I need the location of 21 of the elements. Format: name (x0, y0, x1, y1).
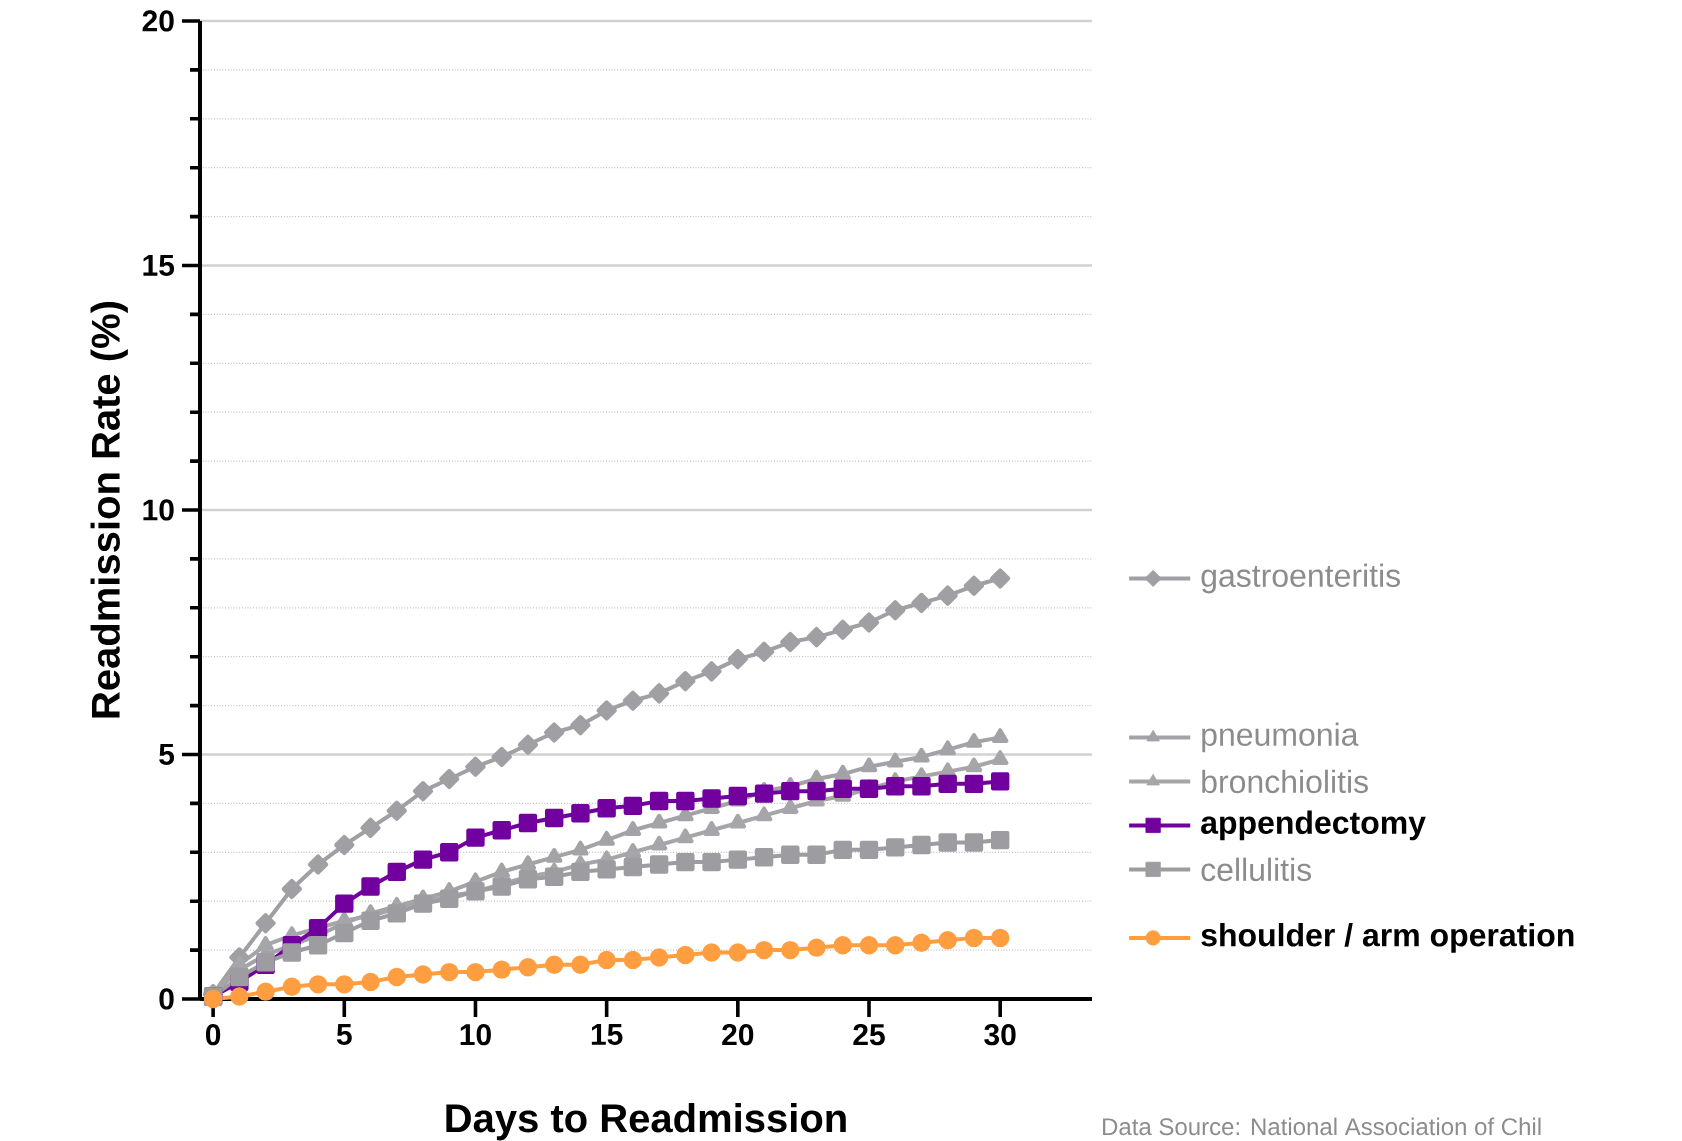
x-tick-label: 30 (984, 1024, 1016, 1046)
legend-label: appendectomy (1201, 810, 1426, 841)
legend-label: shoulder / arm operation (1201, 922, 1574, 953)
x-tick-label: 15 (591, 1024, 623, 1045)
x-tick-label: 20 (722, 1024, 754, 1046)
y-axis-title: Readmission Rate (%) (90, 302, 128, 718)
y-tick-label: 15 (143, 255, 175, 276)
x-axis-title: Days to Readmission (446, 1103, 846, 1141)
legend-label: gastroenteritis (1201, 563, 1400, 594)
x-tick-label: 0 (205, 1024, 221, 1046)
y-tick-label: 5 (159, 744, 175, 765)
source-note: Data Source: National Association of Chil (1103, 1117, 1541, 1136)
x-tick-label: 25 (853, 1024, 885, 1046)
y-tick-label: 0 (159, 988, 174, 1010)
x-tick-label: 5 (336, 1024, 352, 1045)
y-tick-label: 10 (143, 499, 174, 521)
x-tick-label: 10 (460, 1024, 491, 1046)
legend-label: cellulitis (1201, 857, 1312, 882)
y-tick-label: 20 (142, 10, 174, 32)
legend-label: bronchiolitis (1202, 769, 1368, 794)
legend-label: pneumonia (1202, 722, 1359, 753)
